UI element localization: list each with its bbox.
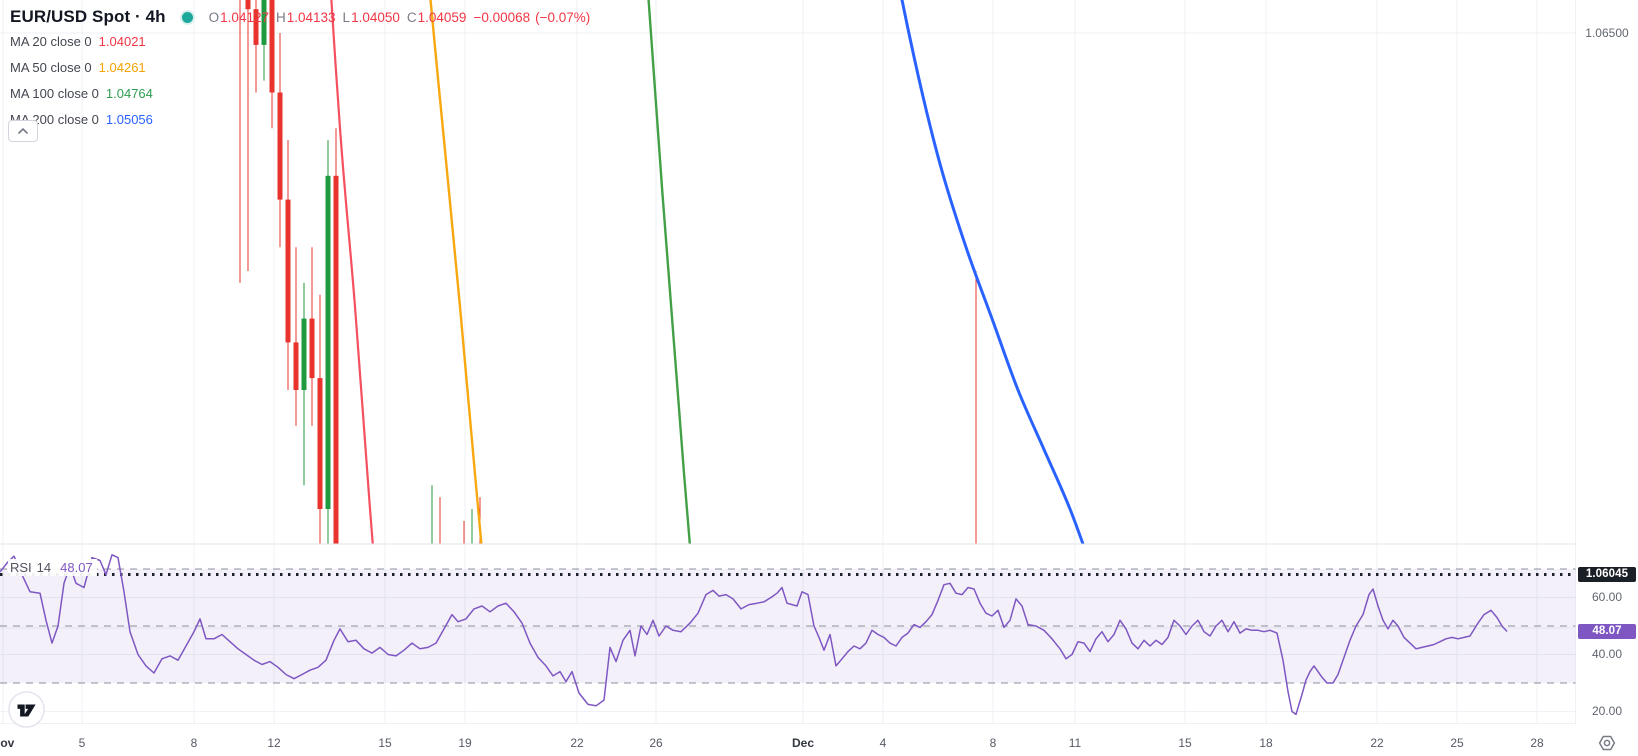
- time-axis-label: 22: [570, 736, 584, 750]
- ma20-value: 1.04021: [98, 33, 146, 49]
- symbol-header[interactable]: EUR/USD Spot · 4h O 1.04127 H 1.04133 L …: [10, 7, 595, 27]
- candle-body: [285, 199, 291, 343]
- time-axis-label: 22: [1370, 736, 1384, 750]
- ma50-label: MA 50 close 0: [10, 59, 92, 75]
- time-axis-label: 4: [879, 736, 887, 750]
- legend-row-ma20[interactable]: MA 20 close 0 1.04021: [10, 32, 146, 50]
- close-value: 1.04059: [417, 9, 467, 25]
- ohlc-readout: O 1.04127 H 1.04133 L 1.04050 C 1.04059 …: [209, 10, 596, 25]
- high-label: H: [275, 9, 286, 25]
- time-axis-label: 8: [190, 736, 198, 750]
- price-axis-label: 1.06500: [1585, 25, 1629, 40]
- time-axis-label: 18: [1259, 736, 1273, 750]
- time-axis[interactable]: Nov 5 8 12 15 19 22 26 Dec 4 8 11 15 18 22 25 28: [0, 724, 1638, 756]
- rsi-legend-row[interactable]: RSI 14 48.07: [8, 559, 97, 576]
- time-axis-label: Nov: [0, 736, 15, 750]
- rsi-value-badge: 48.07: [1578, 624, 1636, 639]
- tradingview-logo[interactable]: [8, 691, 45, 728]
- legend-row-ma50[interactable]: MA 50 close 0 1.04261: [10, 58, 146, 76]
- open-label: O: [208, 9, 220, 25]
- price-axis[interactable]: 1.065001.055001.045001.025001.060451.052…: [1576, 0, 1638, 724]
- candle-body: [277, 92, 283, 200]
- time-axis-label: 15: [378, 736, 392, 750]
- ma100-value: 1.04764: [105, 85, 153, 101]
- ma100-label: MA 100 close 0: [10, 85, 99, 101]
- candle-body: [317, 378, 323, 509]
- rsi-line: [0, 554, 1508, 716]
- change-percent: (−0.07%): [535, 9, 591, 25]
- rsi-value: 48.07: [60, 560, 93, 575]
- candle-body: [253, 9, 259, 45]
- time-axis-label: 12: [267, 736, 281, 750]
- time-axis-label: 11: [1068, 736, 1082, 750]
- rsi-period: 14: [36, 560, 52, 575]
- time-axis-label: 28: [1530, 736, 1544, 750]
- price-badge-level: 1.06045: [1578, 566, 1636, 582]
- time-axis-label: 15: [1178, 736, 1192, 750]
- time-axis-label: 8: [989, 736, 997, 750]
- candle-body: [325, 175, 331, 510]
- low-label: L: [342, 9, 351, 25]
- candle-body: [333, 175, 339, 544]
- rsi-axis-label: 40.00: [1591, 647, 1623, 661]
- pane-settings-gear-icon[interactable]: [1597, 733, 1619, 753]
- time-axis-label: 25: [1450, 736, 1464, 750]
- time-axis-label: 19: [458, 736, 472, 750]
- candle-body: [261, 0, 267, 45]
- time-axis-label: 5: [78, 736, 86, 750]
- high-value: 1.04133: [286, 9, 336, 25]
- tradingview-logo-icon: [8, 691, 45, 728]
- rsi-series: [0, 554, 1508, 716]
- candle-body: [293, 342, 299, 390]
- rsi-axis-label: 60.00: [1591, 590, 1623, 604]
- ma20-label: MA 20 close 0: [10, 33, 92, 49]
- ma200-value: 1.05056: [105, 111, 153, 127]
- rsi-axis-label: 20.00: [1591, 704, 1623, 718]
- ma-line-200: [900, 0, 1085, 544]
- change-value: −0.00068: [473, 9, 531, 25]
- market-status-icon: [179, 9, 195, 25]
- collapse-legend-button[interactable]: [8, 120, 38, 142]
- time-axis-label: 26: [649, 736, 663, 750]
- legend-row-ma100[interactable]: MA 100 close 0 1.04764: [10, 84, 153, 102]
- chevron-up-icon: [18, 128, 28, 134]
- ma50-value: 1.04261: [98, 59, 146, 75]
- low-value: 1.04050: [351, 9, 400, 25]
- close-label: C: [406, 9, 417, 25]
- candle-body: [245, 0, 251, 10]
- time-axis-label: Dec: [791, 736, 815, 750]
- rsi-label: RSI: [10, 560, 32, 575]
- candle-body: [269, 0, 275, 93]
- candle-body: [301, 318, 307, 390]
- candle-body: [309, 318, 315, 379]
- open-value: 1.04127: [220, 9, 269, 25]
- symbol-title[interactable]: EUR/USD Spot · 4h: [10, 7, 166, 26]
- candlestick-series: [239, 0, 977, 544]
